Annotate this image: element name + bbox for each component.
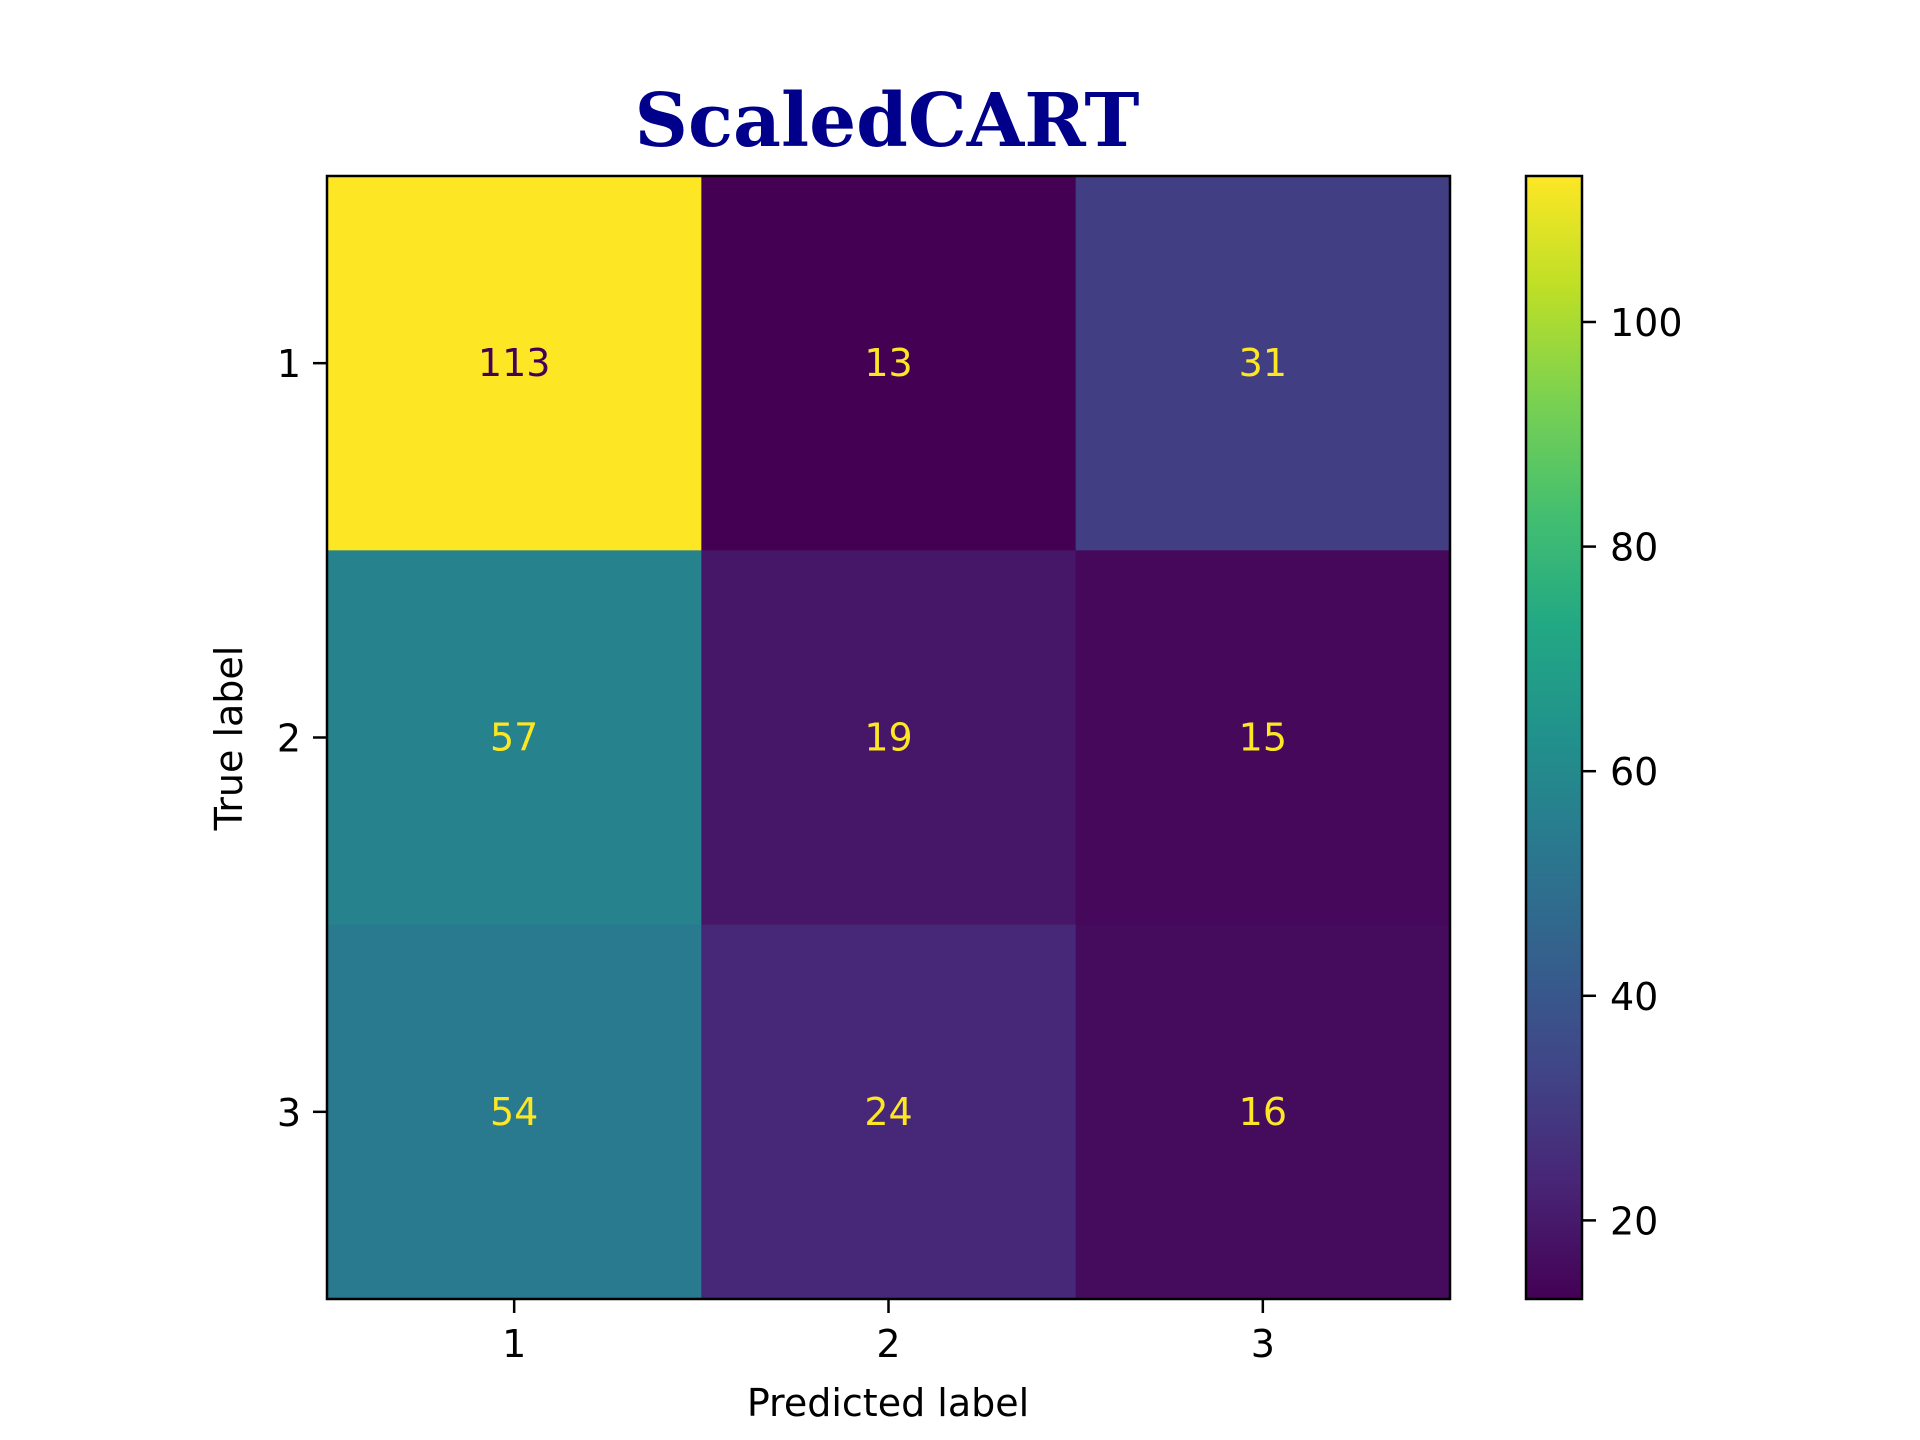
colorbar-tick-label: 80 <box>1610 526 1658 570</box>
colorbar-tick-label: 100 <box>1610 301 1683 345</box>
cell-value-label-2-1: 57 <box>490 716 538 760</box>
y-axis-label: True label <box>207 646 251 832</box>
heatmap-cells <box>327 176 1451 1300</box>
heatmap-cell-2-2 <box>701 550 1077 926</box>
heatmap-cell-1-3 <box>1075 176 1451 551</box>
y-tick-label: 1 <box>277 342 301 386</box>
cell-value-label-2-2: 19 <box>864 716 912 760</box>
heatmap-cell-1-2 <box>701 176 1077 551</box>
cell-value-label-3-2: 24 <box>864 1090 912 1134</box>
cell-value-label-3-1: 54 <box>490 1090 538 1134</box>
heatmap-cell-3-1 <box>327 924 702 1300</box>
heatmap-cell-2-1 <box>327 550 702 926</box>
heatmap-cell-3-2 <box>701 924 1077 1300</box>
cell-value-label-1-1: 113 <box>478 341 551 385</box>
x-tick-label: 3 <box>1251 1322 1275 1366</box>
cell-value-label-2-3: 15 <box>1239 716 1287 760</box>
colorbar-tick-label: 60 <box>1610 750 1658 794</box>
y-axis-ticks: 1 2 3 <box>277 342 327 1135</box>
colorbar <box>1524 174 1584 1301</box>
heatmap-cell-labels: 113 13 31 57 19 15 54 24 16 <box>478 341 1287 1134</box>
x-axis-label: Predicted label <box>747 1381 1029 1425</box>
chart-title: ScaledCART <box>635 78 1140 164</box>
heatmap-cell-3-3 <box>1075 924 1451 1300</box>
colorbar-ticks: 20 40 60 80 100 <box>1582 301 1683 1243</box>
heatmap-cell-1-1 <box>327 176 702 551</box>
heatmap-cell-2-3 <box>1075 550 1451 926</box>
colorbar-tick-label: 40 <box>1610 975 1658 1019</box>
x-axis-ticks: 1 2 3 <box>502 1299 1275 1366</box>
cell-value-label-3-3: 16 <box>1239 1090 1287 1134</box>
y-tick-label: 2 <box>277 717 301 761</box>
cell-value-label-1-3: 31 <box>1239 341 1287 385</box>
cell-value-label-1-2: 13 <box>864 341 912 385</box>
colorbar-tick-label: 20 <box>1610 1199 1658 1243</box>
x-tick-label: 2 <box>876 1322 900 1366</box>
x-tick-label: 1 <box>502 1322 526 1366</box>
y-tick-label: 3 <box>277 1091 301 1135</box>
